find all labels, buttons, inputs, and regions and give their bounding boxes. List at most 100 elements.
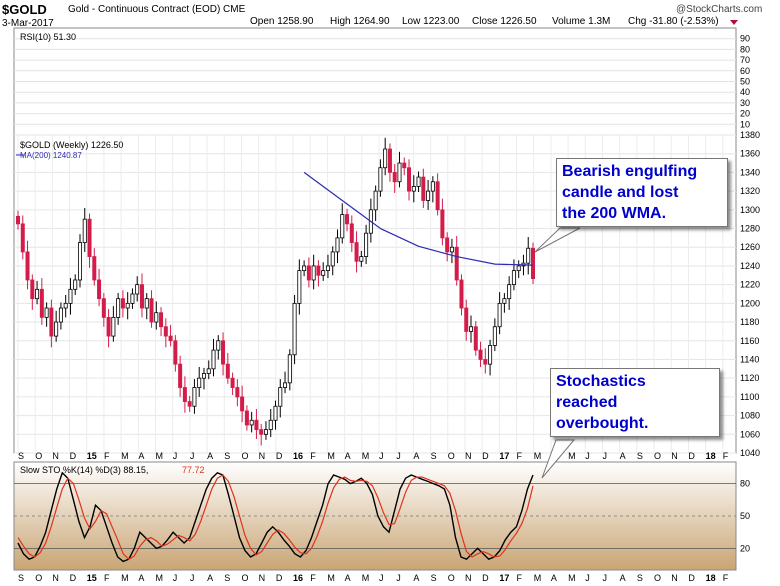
- rsi-grid: [14, 38, 736, 125]
- candle-body: [154, 312, 159, 323]
- price-tick-label: 1140: [740, 354, 759, 364]
- open-label: Open: [250, 16, 275, 27]
- price-tick-label: 1060: [740, 429, 760, 439]
- x-tick-label: O: [241, 451, 248, 461]
- price-tick-label: 1100: [740, 392, 759, 402]
- candle-body: [44, 307, 49, 318]
- candle-body: [259, 429, 264, 435]
- x-tick-label: N: [465, 451, 472, 461]
- price-tick-label: 1260: [740, 242, 760, 252]
- x-tick-label: D: [276, 451, 283, 461]
- x-tick-label: 17: [499, 451, 509, 461]
- instrument-name: Gold - Continuous Contract (EOD) CME: [68, 4, 246, 15]
- price-tick-label: 1040: [740, 448, 760, 458]
- candle-body: [221, 340, 226, 365]
- x-tick-label: M: [121, 573, 128, 583]
- x-tick-label: 15: [87, 573, 97, 583]
- candle-body: [511, 270, 516, 286]
- candle-body: [430, 181, 435, 192]
- price-tick-label: 1320: [740, 186, 760, 196]
- candle-body: [58, 307, 63, 323]
- candle-body: [287, 354, 292, 384]
- price-tick-label: 1300: [740, 205, 760, 215]
- candle-body: [354, 242, 359, 262]
- x-tick-label: 15: [87, 451, 97, 461]
- x-tick-label: D: [688, 573, 695, 583]
- candle-body: [387, 148, 392, 173]
- candle-body: [35, 288, 40, 300]
- x-tick-label: M: [121, 451, 128, 461]
- x-tick-label: N: [52, 573, 59, 583]
- price-tick-label: 1340: [740, 167, 760, 177]
- candle-body: [469, 326, 474, 332]
- x-tick-label: O: [35, 451, 42, 461]
- close-value: 1226.50: [500, 16, 537, 27]
- candle-body: [178, 363, 183, 388]
- candle-body: [30, 279, 35, 300]
- candle-body: [302, 265, 307, 272]
- candle-body: [426, 190, 431, 201]
- candle-body: [483, 359, 488, 365]
- candle-body: [54, 321, 59, 337]
- candle-body: [273, 405, 278, 421]
- candle-body: [497, 302, 502, 328]
- x-tick-label: N: [465, 573, 472, 583]
- rsi-tick-label: 50: [740, 77, 750, 87]
- high-label: High: [330, 16, 351, 27]
- x-tick-label: O: [448, 573, 455, 583]
- candle-body: [263, 429, 268, 435]
- x-tick-label: J: [396, 451, 401, 461]
- candle-body: [297, 270, 302, 304]
- candle-body: [459, 279, 464, 309]
- candle-body: [449, 246, 454, 253]
- x-tick-label: M: [534, 573, 542, 583]
- rsi-tick-label: 70: [740, 55, 750, 65]
- high-readout: High 1264.90: [330, 16, 390, 27]
- candle-body: [244, 410, 249, 426]
- candle-body: [335, 237, 340, 253]
- x-tick-label: S: [637, 451, 643, 461]
- x-tick-label: S: [637, 573, 643, 583]
- candle-body: [392, 172, 397, 183]
- price-tick-label: 1120: [740, 373, 759, 383]
- x-tick-label: M: [156, 573, 164, 583]
- candle-body: [120, 298, 125, 309]
- callout-line: Bearish engulfing: [562, 163, 698, 180]
- x-tick-label: M: [534, 451, 542, 461]
- x-tick-label: D: [276, 573, 283, 583]
- x-tick-label: F: [310, 451, 316, 461]
- candle-body: [82, 218, 87, 243]
- close-label: Close: [472, 16, 498, 27]
- x-tick-label: M: [362, 451, 370, 461]
- low-value: 1223.00: [423, 16, 460, 27]
- candle-body: [92, 256, 97, 281]
- chart-date: 3-Mar-2017: [2, 18, 54, 29]
- rsi-tick-label: 20: [740, 109, 750, 119]
- candle-body: [225, 363, 230, 379]
- symbol-title: $GOLD: [2, 2, 47, 17]
- candle-body: [182, 387, 187, 402]
- rsi-tick-label: 60: [740, 66, 750, 76]
- x-tick-label: J: [585, 451, 590, 461]
- candle-body: [345, 214, 350, 225]
- candle-body: [63, 302, 68, 309]
- candle-body: [464, 307, 469, 332]
- x-tick-label: S: [431, 573, 437, 583]
- x-tick-label: D: [70, 573, 77, 583]
- x-tick-label: J: [396, 573, 401, 583]
- candle-body: [359, 256, 364, 262]
- candle-body: [15, 215, 20, 225]
- x-tick-label: M: [156, 451, 164, 461]
- x-tick-label: A: [345, 451, 351, 461]
- credit-label[interactable]: @StockCharts.com: [676, 4, 763, 15]
- candle-body: [416, 176, 421, 187]
- rsi-label: RSI(10) 51.30: [20, 32, 76, 42]
- low-label: Low: [402, 16, 421, 27]
- x-tick-label: S: [18, 573, 24, 583]
- candle-body: [211, 349, 216, 370]
- ma-label: MA(200) 1240.87: [20, 151, 82, 160]
- candle-body: [492, 326, 497, 346]
- change-readout: Chg -31.80 (-2.53%): [628, 16, 719, 27]
- x-tick-label: A: [551, 573, 557, 583]
- bearish-callout-pointer: [534, 227, 581, 253]
